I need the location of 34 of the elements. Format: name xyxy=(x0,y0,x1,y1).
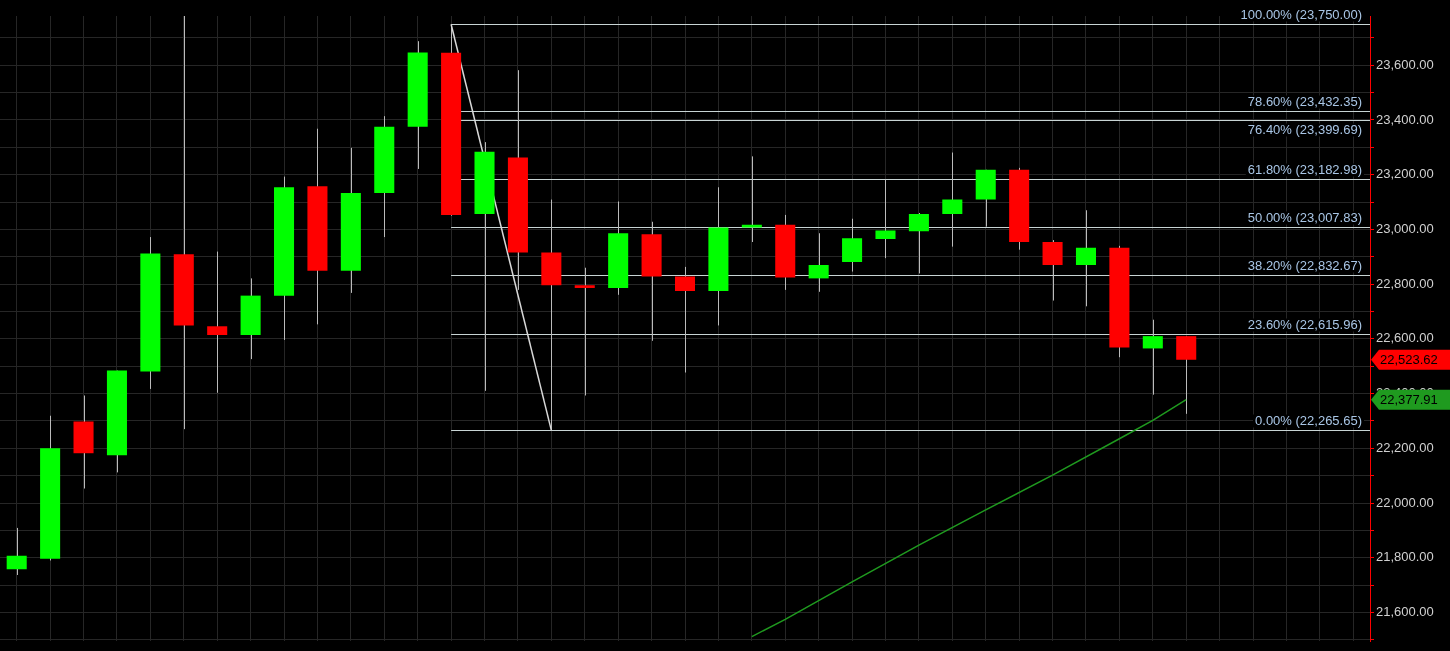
ref-line-label: 23.60% (22,615.96) xyxy=(1247,316,1363,332)
y-tick-label: 23,400.00 xyxy=(1376,111,1434,127)
candlestick xyxy=(674,266,696,374)
y-tick-label: 22,200.00 xyxy=(1376,439,1434,455)
candlestick xyxy=(1176,335,1197,415)
ref-line-label: 78.60% (23,432.35) xyxy=(1247,93,1363,109)
candlestick xyxy=(908,212,929,274)
candlestick xyxy=(875,179,896,259)
candlestick xyxy=(1042,239,1063,302)
y-tick-label: 21,600.00 xyxy=(1376,604,1434,620)
candlestick xyxy=(1075,209,1096,307)
y-tick-label: 22,000.00 xyxy=(1376,494,1434,510)
ref-line-label: 61.80% (23,182.98) xyxy=(1247,161,1363,177)
candlestick xyxy=(741,155,762,243)
ref-line-label: 38.20% (22,832.67) xyxy=(1247,257,1363,273)
candlestick xyxy=(207,251,228,394)
y-tick-label: 23,200.00 xyxy=(1376,166,1434,182)
y-tick-label: 23,600.00 xyxy=(1376,56,1434,72)
text: 22,377.91 xyxy=(1380,392,1438,408)
text: 22,523.62 xyxy=(1380,352,1438,368)
candlestick xyxy=(1142,319,1163,396)
candlestick xyxy=(842,218,863,273)
ref-line-label: 76.40% (23,399.69) xyxy=(1247,121,1363,137)
y-tick-label: 22,800.00 xyxy=(1376,275,1434,291)
candlestick xyxy=(808,232,829,293)
ref-line-label: 100.00% (23,750.00) xyxy=(1240,6,1363,22)
ref-line-label: 0.00% (22,265.65) xyxy=(1255,412,1362,428)
y-tick-label: 23,000.00 xyxy=(1376,220,1434,236)
y-tick-label: 21,800.00 xyxy=(1376,549,1434,565)
ref-line-label: 50.00% (23,007.83) xyxy=(1247,209,1363,225)
candlestick xyxy=(574,267,595,396)
candlestick xyxy=(6,527,27,576)
y-tick-label: 22,600.00 xyxy=(1376,330,1434,346)
candlestick xyxy=(942,152,963,248)
